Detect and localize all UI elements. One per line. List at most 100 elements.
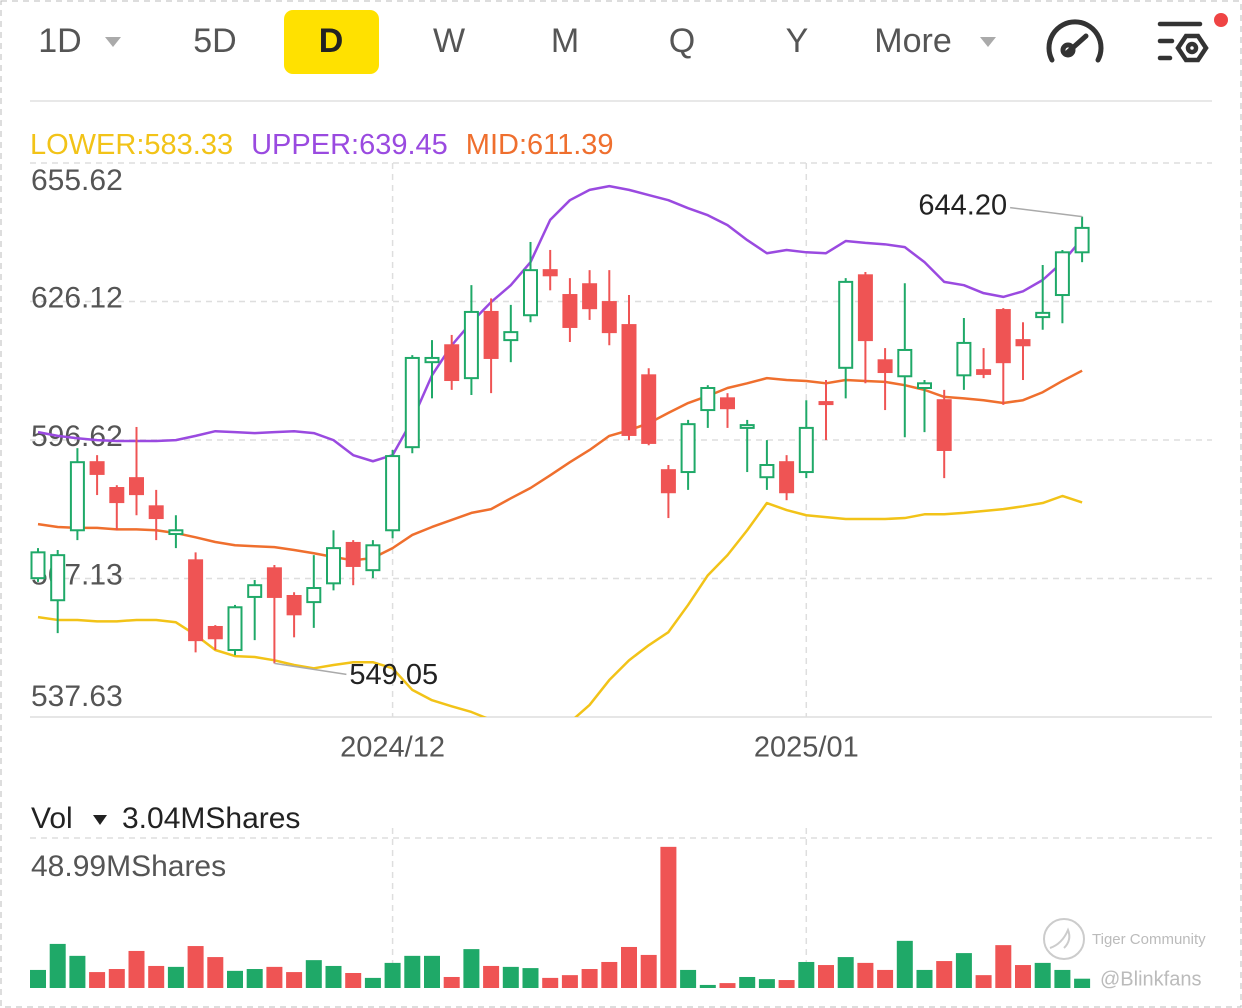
volume-bar	[955, 953, 972, 988]
candle	[818, 380, 834, 441]
volume-bar	[975, 975, 992, 988]
x-tick-label: 2025/01	[754, 732, 859, 764]
candle-body	[286, 595, 302, 616]
candle	[660, 465, 676, 519]
volume-bar	[305, 960, 322, 988]
candle-body	[542, 269, 558, 277]
candle-body	[69, 461, 85, 532]
candle-body	[818, 401, 834, 406]
volume-bar	[522, 968, 539, 988]
band-line	[37, 494, 1083, 717]
y-tick-label: 567.13	[31, 558, 123, 591]
candle-body	[227, 606, 243, 651]
volume-bar	[187, 946, 204, 988]
candle	[266, 565, 282, 664]
candle-body	[838, 280, 854, 369]
volume-bar	[936, 961, 953, 988]
candle-body	[562, 294, 578, 328]
candle-body	[483, 310, 499, 359]
volume-bar	[49, 943, 66, 988]
volume-bar	[227, 970, 243, 988]
volume-bar	[561, 975, 578, 988]
candle	[936, 389, 952, 479]
volume-bar	[896, 940, 913, 988]
candle-body	[582, 283, 598, 310]
candle	[69, 448, 85, 541]
candle-body	[621, 324, 637, 436]
volume-bar	[266, 966, 283, 988]
tab[interactable]: M	[551, 22, 579, 60]
candle-body	[129, 477, 144, 496]
candle-body	[424, 356, 440, 364]
settings-icon[interactable]	[1157, 21, 1209, 63]
candle-body	[680, 423, 696, 474]
watermark-brand: Tiger Community	[1092, 931, 1206, 948]
tab[interactable]: 1D	[38, 22, 81, 60]
volume-bar	[818, 965, 834, 988]
candle	[50, 549, 66, 634]
min-label: 549.05	[349, 659, 438, 691]
candle	[109, 485, 125, 531]
tab[interactable]: Y	[786, 22, 809, 60]
candle	[739, 419, 755, 473]
volume-dropdown[interactable]	[93, 815, 107, 825]
volume-bar	[325, 965, 342, 988]
max-leader	[1010, 206, 1083, 218]
volume-bar	[837, 957, 854, 988]
volume-bar	[207, 957, 224, 988]
candle	[404, 355, 420, 454]
tab[interactable]: 5D	[193, 22, 236, 60]
candle-body	[444, 344, 460, 382]
candle-body	[345, 541, 361, 567]
candle-body	[266, 567, 282, 598]
candle-body	[641, 374, 657, 444]
volume-bar	[1034, 962, 1051, 988]
candle	[286, 592, 302, 638]
candle	[89, 455, 105, 496]
tab[interactable]: D	[319, 22, 344, 60]
candle	[463, 285, 479, 396]
candle	[720, 393, 735, 428]
candle-body	[523, 269, 538, 317]
tab[interactable]: W	[433, 22, 465, 60]
min-leader	[274, 662, 347, 676]
volume-bar	[758, 979, 775, 988]
volume-bar	[739, 976, 756, 988]
candle	[1015, 322, 1031, 381]
indicator-icon[interactable]	[1046, 19, 1104, 63]
tab[interactable]: Q	[669, 22, 695, 60]
candle	[227, 604, 243, 656]
watermark-user: @Blinkfans	[1100, 968, 1201, 990]
candle	[345, 540, 361, 586]
tab[interactable]: More	[874, 22, 951, 60]
candle-body	[739, 424, 755, 429]
candle	[148, 489, 164, 541]
candle-body	[89, 461, 105, 475]
candle-body	[779, 461, 795, 494]
band-line	[37, 369, 1083, 562]
candle	[326, 530, 341, 591]
volume-bar	[719, 983, 736, 988]
band-line	[37, 184, 1084, 463]
candle	[1054, 249, 1070, 324]
candle	[917, 380, 932, 433]
volume-bar	[680, 969, 697, 988]
candle	[582, 270, 598, 320]
volume-name: Vol	[31, 802, 73, 835]
bands	[37, 184, 1084, 717]
candle-body	[917, 382, 932, 389]
candle	[798, 400, 814, 479]
candle-body	[995, 309, 1011, 364]
volume-bar	[443, 976, 460, 988]
candle	[621, 295, 637, 441]
candle	[700, 385, 716, 428]
candle-body	[207, 625, 223, 640]
volume-bar	[345, 972, 362, 988]
y-tick-label: 655.62	[31, 164, 123, 197]
candle	[759, 440, 775, 490]
candle	[680, 419, 696, 490]
candle-body	[798, 426, 814, 474]
volume-bar	[857, 962, 874, 988]
